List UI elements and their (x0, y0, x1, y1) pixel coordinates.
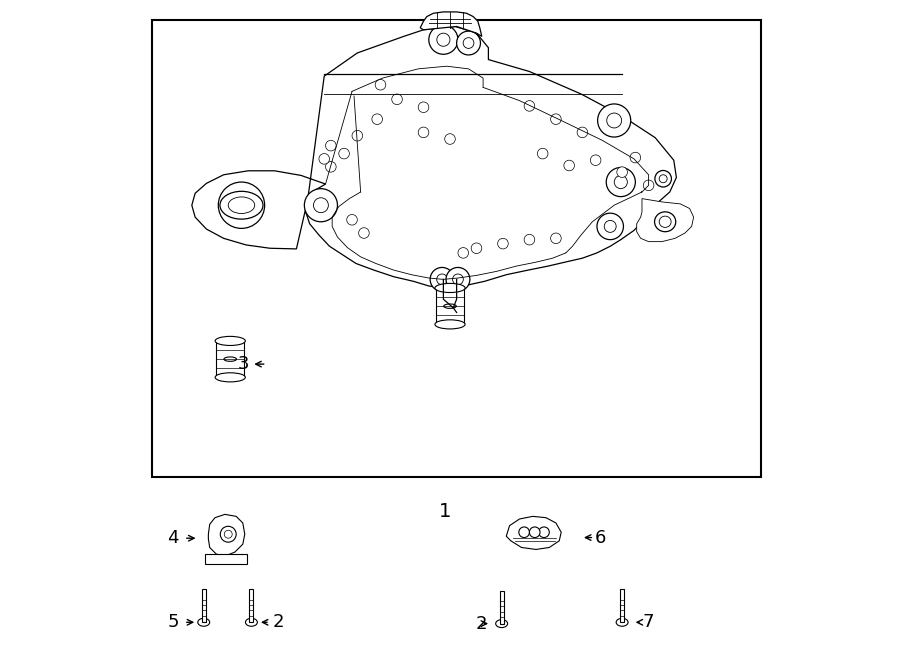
Circle shape (326, 162, 336, 172)
Ellipse shape (246, 618, 257, 626)
Circle shape (436, 33, 450, 46)
Circle shape (644, 180, 654, 191)
Bar (436, 288, 464, 324)
Ellipse shape (198, 618, 210, 626)
Circle shape (458, 248, 469, 258)
Circle shape (498, 238, 508, 249)
Ellipse shape (224, 357, 237, 361)
Bar (500, 591, 504, 624)
Ellipse shape (616, 618, 628, 626)
Circle shape (372, 114, 382, 124)
Ellipse shape (215, 373, 246, 382)
Circle shape (352, 130, 363, 141)
Circle shape (445, 134, 455, 144)
Circle shape (464, 38, 474, 48)
Polygon shape (636, 199, 694, 242)
Polygon shape (507, 516, 562, 549)
Ellipse shape (655, 171, 671, 187)
Ellipse shape (654, 212, 676, 232)
Circle shape (590, 155, 601, 166)
Bar (249, 589, 254, 622)
Circle shape (430, 267, 454, 291)
Circle shape (224, 530, 232, 538)
Circle shape (630, 152, 641, 163)
Bar (620, 589, 624, 622)
Circle shape (551, 233, 562, 244)
Circle shape (428, 25, 458, 54)
Ellipse shape (435, 320, 465, 329)
Circle shape (375, 79, 386, 90)
Ellipse shape (659, 216, 671, 228)
Circle shape (304, 189, 338, 222)
Circle shape (577, 127, 588, 138)
Ellipse shape (229, 197, 255, 214)
Circle shape (231, 195, 252, 216)
Text: 7: 7 (643, 613, 654, 632)
Circle shape (313, 198, 328, 213)
Circle shape (524, 234, 535, 245)
Circle shape (220, 526, 236, 542)
Circle shape (346, 214, 357, 225)
Circle shape (392, 94, 402, 105)
Ellipse shape (659, 175, 667, 183)
Circle shape (604, 220, 617, 232)
Circle shape (607, 113, 622, 128)
Circle shape (472, 243, 482, 254)
Text: 2: 2 (476, 614, 488, 633)
Circle shape (219, 182, 265, 228)
Text: 4: 4 (167, 529, 179, 547)
Circle shape (598, 104, 631, 137)
Text: 3: 3 (238, 355, 248, 373)
Circle shape (597, 213, 624, 240)
Text: 6: 6 (595, 528, 607, 547)
Text: 1: 1 (438, 502, 451, 520)
Circle shape (537, 148, 548, 159)
Circle shape (418, 127, 428, 138)
Ellipse shape (220, 191, 263, 219)
Text: 5: 5 (167, 613, 179, 632)
Polygon shape (420, 12, 482, 36)
Bar (216, 341, 244, 377)
Circle shape (529, 527, 540, 538)
Bar (202, 589, 206, 622)
Circle shape (539, 527, 549, 538)
Circle shape (614, 175, 627, 189)
Circle shape (326, 140, 336, 151)
Circle shape (453, 274, 464, 285)
Ellipse shape (496, 620, 508, 628)
Ellipse shape (435, 283, 465, 293)
Circle shape (456, 31, 481, 55)
Ellipse shape (215, 336, 246, 346)
Circle shape (616, 167, 627, 177)
Polygon shape (192, 26, 677, 288)
Ellipse shape (444, 304, 456, 308)
Circle shape (518, 527, 529, 538)
Circle shape (436, 274, 447, 285)
Circle shape (607, 167, 635, 197)
Circle shape (551, 114, 562, 124)
Bar (152, 20, 761, 477)
Circle shape (446, 267, 470, 291)
Circle shape (564, 160, 574, 171)
Text: 2: 2 (272, 613, 284, 632)
Circle shape (524, 101, 535, 111)
Circle shape (418, 102, 428, 113)
Polygon shape (205, 554, 247, 564)
Circle shape (358, 228, 369, 238)
Polygon shape (209, 514, 245, 556)
Circle shape (338, 148, 349, 159)
Circle shape (319, 154, 329, 164)
